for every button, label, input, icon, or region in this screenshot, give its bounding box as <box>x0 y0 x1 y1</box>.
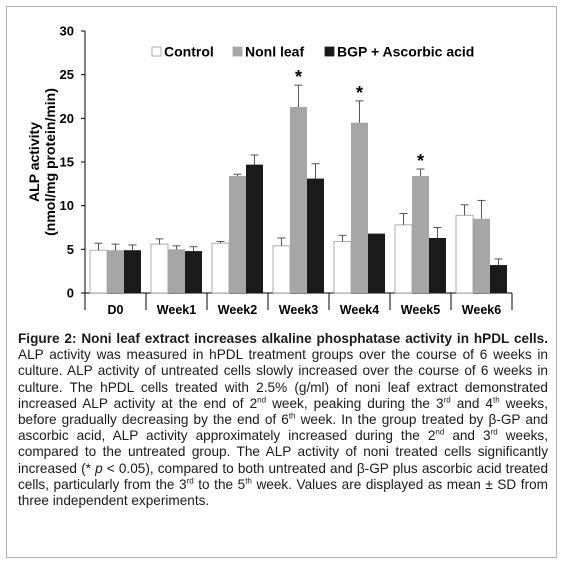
y-tick-label: 30 <box>60 24 74 39</box>
caption-text-8: < 0.05), compared to both untreated and … <box>18 460 548 492</box>
caption-text-6: and 3 <box>444 428 491 444</box>
error-bar <box>338 234 347 242</box>
legend-item: BGP + Ascorbic acid <box>324 44 474 60</box>
bar <box>229 175 246 293</box>
legend-swatch <box>232 46 243 57</box>
legend: Control Nonl leaf BGP + Ascorbic acid <box>151 44 474 60</box>
error-bar <box>494 258 503 266</box>
caption-italic-p: p <box>95 460 103 476</box>
bar <box>394 224 413 294</box>
bar <box>307 178 324 293</box>
significance-star: * <box>417 151 424 171</box>
legend-swatch <box>151 46 162 57</box>
caption-text-2: week, peaking during the 3 <box>266 395 444 411</box>
error-bar <box>355 100 364 123</box>
bars: * * * <box>89 67 507 294</box>
y-axis-label-line1: ALP activity <box>26 122 42 202</box>
y-tick-label: 15 <box>60 155 74 170</box>
bar <box>124 250 141 293</box>
significance-star: * <box>295 67 302 87</box>
bar <box>333 241 352 294</box>
bar <box>168 249 185 293</box>
caption-sup-1: nd <box>257 395 267 405</box>
bar <box>89 249 108 294</box>
bar <box>368 233 385 293</box>
caption-text-10: week. Values are displayed as mean ± SD … <box>18 476 548 509</box>
x-tick-label: Week3 <box>279 303 318 317</box>
error-bar <box>111 243 120 251</box>
caption-sup-6: rd <box>490 427 498 437</box>
caption-text-3: and 4 <box>450 395 493 411</box>
error-bar <box>460 204 469 216</box>
caption-title: Figure 2: Noni leaf extract increases al… <box>18 331 548 346</box>
y-axis-label-line2: (nmol/mg protein/min) <box>42 88 58 236</box>
error-bar <box>128 244 137 251</box>
x-tick-label: Week5 <box>401 303 440 317</box>
legend-label: BGP + Ascorbic acid <box>337 44 474 60</box>
legend-label: Nonl leaf <box>245 44 304 60</box>
y-tick-label: 0 <box>67 286 74 301</box>
error-bar <box>416 168 425 176</box>
x-axis: D0 Week1 Week2 Week3 Week4 Week5 Week6 <box>84 292 513 317</box>
y-tick-label: 10 <box>60 198 74 213</box>
bar <box>490 265 507 293</box>
bar <box>246 164 263 293</box>
caption-text-9: to the 5 <box>193 476 246 492</box>
bar <box>473 218 490 293</box>
error-bar <box>155 238 164 245</box>
error-bar <box>294 84 303 107</box>
bar <box>107 250 124 293</box>
bar <box>290 106 307 293</box>
error-bar <box>277 237 286 246</box>
x-tick-label: Week2 <box>218 303 257 317</box>
error-bar <box>233 173 242 176</box>
caption-text-1: ALP activity was measured in hPDL treatm… <box>18 347 548 411</box>
x-tick-label: Week6 <box>462 303 501 317</box>
error-bar <box>433 227 442 238</box>
error-bar <box>399 213 408 225</box>
error-bar <box>311 163 320 179</box>
bar <box>150 243 169 294</box>
bar <box>211 242 230 294</box>
error-bar <box>189 246 198 252</box>
y-tick-label: 20 <box>60 111 74 126</box>
bar-chart: 0 5 10 15 20 25 30 D0 Week1 Week2 Week3 Week4 Week5… <box>26 24 513 317</box>
x-tick-label: D0 <box>108 303 124 317</box>
caption-sup-8: th <box>245 476 252 486</box>
error-bar <box>216 240 225 244</box>
bar <box>351 122 368 293</box>
bar <box>412 175 429 293</box>
caption-sup-5: nd <box>435 427 445 437</box>
bar <box>429 237 446 293</box>
bar <box>185 251 202 293</box>
x-tick-label: Week1 <box>157 303 196 317</box>
error-bar <box>250 154 259 165</box>
legend-swatch <box>324 46 335 57</box>
caption-sup-2: rd <box>443 395 451 405</box>
legend-item: Control <box>151 44 214 60</box>
figure-caption: Figure 2: Noni leaf extract increases al… <box>18 331 548 509</box>
legend-label: Control <box>164 44 214 60</box>
bar <box>455 214 474 294</box>
caption-text-4: weeks, before gradually decreasing by th… <box>18 395 549 428</box>
legend-item: Nonl leaf <box>232 44 304 60</box>
x-tick-label: Week4 <box>340 303 379 317</box>
significance-star: * <box>356 83 363 103</box>
bar <box>272 245 291 294</box>
error-bar <box>477 199 486 219</box>
error-bar <box>172 245 181 250</box>
caption-sup-3: th <box>493 395 500 405</box>
error-bar <box>94 242 103 251</box>
caption-text-5: week. In the group treated by β-GP and a… <box>18 412 549 444</box>
caption-text-7: weeks, compared to the untreated group. … <box>18 428 548 476</box>
y-axis: 0 5 10 15 20 25 30 <box>60 24 86 301</box>
y-tick-label: 5 <box>67 242 74 257</box>
caption-sup-7: rd <box>186 476 194 486</box>
caption-sup-4: th <box>288 411 296 421</box>
y-tick-label: 25 <box>60 67 74 82</box>
